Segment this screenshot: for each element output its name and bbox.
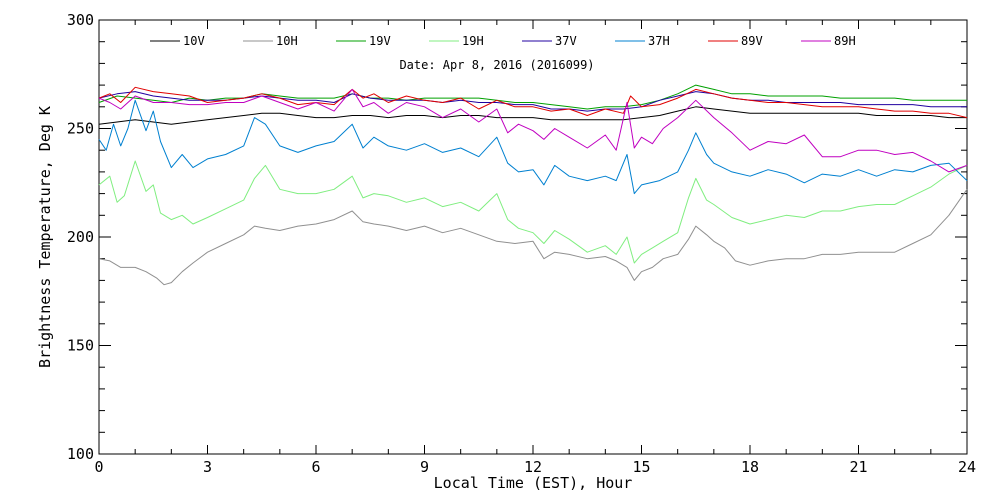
legend-label-10v: 10V bbox=[183, 34, 205, 48]
y-tick-label: 100 bbox=[67, 445, 94, 463]
series-lines bbox=[98, 84, 968, 286]
legend-label-89v: 89V bbox=[741, 34, 763, 48]
y-tick-label: 200 bbox=[67, 228, 94, 246]
x-tick-label: 18 bbox=[741, 458, 759, 476]
series-line-89v bbox=[98, 86, 968, 119]
x-tick-label: 15 bbox=[632, 458, 650, 476]
axis-ticks bbox=[98, 19, 968, 455]
x-axis-title: Local Time (EST), Hour bbox=[434, 474, 633, 492]
y-tick-label: 250 bbox=[67, 120, 94, 138]
plot-frame bbox=[98, 19, 968, 455]
series-line-19h bbox=[98, 160, 968, 264]
x-tick-label: 12 bbox=[524, 458, 542, 476]
series-line-19v bbox=[98, 84, 967, 110]
y-tick-label: 300 bbox=[67, 11, 94, 29]
x-tick-label: 6 bbox=[311, 458, 320, 476]
legend: 10V 10H 19V 19H 37V 37H 89V 89H bbox=[150, 34, 856, 48]
x-tick-label: 9 bbox=[420, 458, 429, 476]
legend-label-19h: 19H bbox=[462, 34, 484, 48]
series-line-37h bbox=[98, 99, 968, 195]
x-tick-label: 3 bbox=[203, 458, 212, 476]
chart-date-subtitle: Date: Apr 8, 2016 (2016099) bbox=[399, 58, 594, 72]
series-line-10v bbox=[98, 106, 967, 125]
x-tick-label: 21 bbox=[849, 458, 867, 476]
series-line-10h bbox=[98, 189, 968, 286]
y-tick-label: 150 bbox=[67, 337, 94, 355]
legend-label-37h: 37H bbox=[648, 34, 670, 48]
series-line-89h bbox=[98, 88, 968, 173]
axis-tick-labels: 0 3 6 9 12 15 18 21 24 100 150 200 250 300 bbox=[67, 11, 976, 476]
x-tick-label: 0 bbox=[94, 458, 103, 476]
x-tick-label: 24 bbox=[958, 458, 976, 476]
legend-label-10h: 10H bbox=[276, 34, 298, 48]
legend-label-89h: 89H bbox=[834, 34, 856, 48]
legend-label-37v: 37V bbox=[555, 34, 577, 48]
series-line-37v bbox=[98, 91, 967, 112]
legend-label-19v: 19V bbox=[369, 34, 391, 48]
y-axis-title: Brightness Temperature, Deg K bbox=[36, 106, 54, 368]
